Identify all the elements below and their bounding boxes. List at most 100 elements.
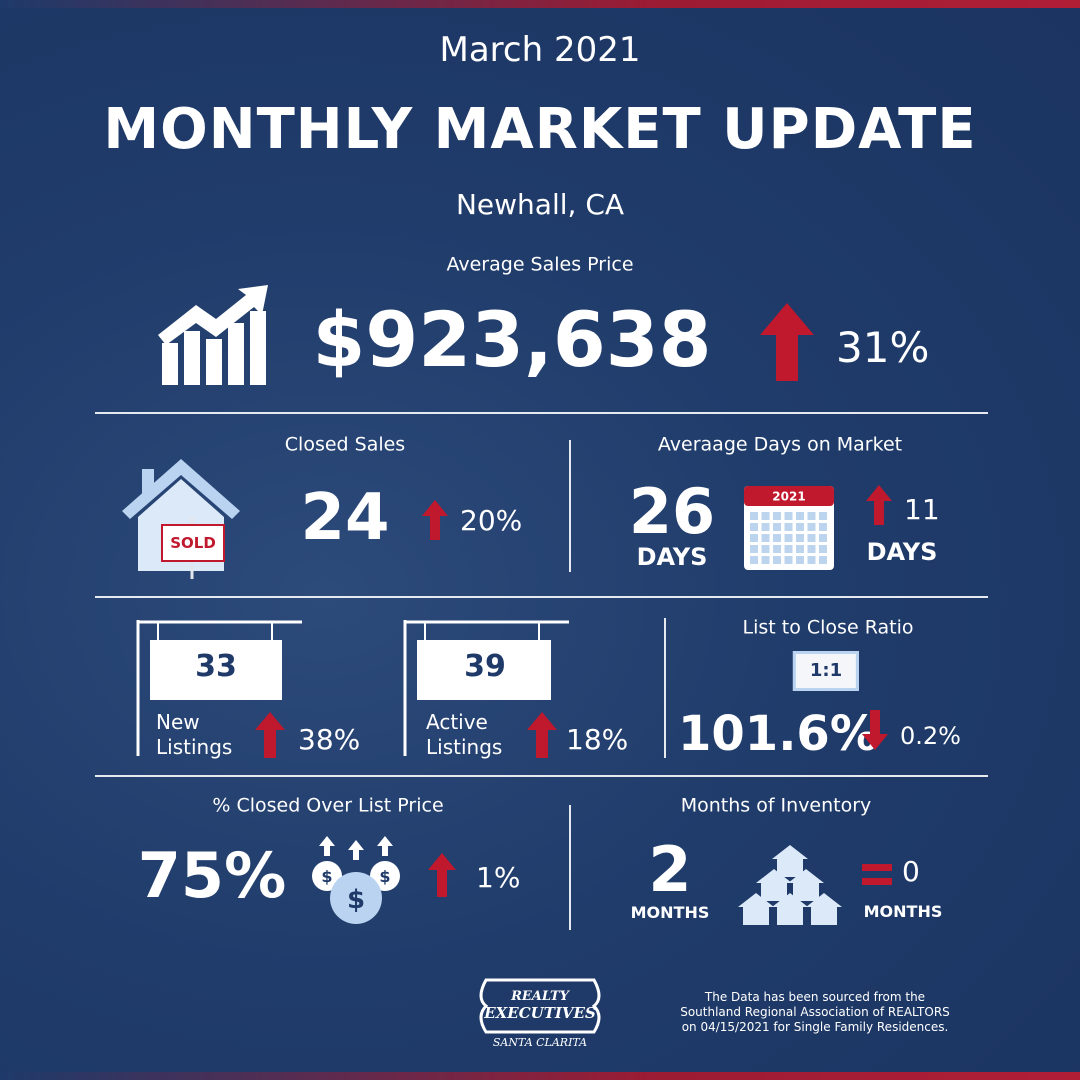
value: 2 [648, 833, 692, 906]
label-line: Listings [426, 735, 503, 759]
house [806, 893, 842, 925]
up-arrow [866, 485, 892, 525]
location: Newhall, CA [455, 188, 625, 221]
label: Closed Sales [284, 433, 406, 456]
logo-line: SANTA CLARITA [493, 1036, 587, 1049]
top-strip [0, 0, 1080, 8]
unit: DAYS [636, 543, 708, 571]
logo-line: EXECUTIVES [483, 1004, 596, 1022]
change: 0.2% [900, 722, 961, 750]
calendar-cell [773, 512, 781, 520]
title: MONTHLY MARKET UPDATE [103, 97, 977, 162]
divider [95, 412, 988, 414]
house-icon: SOLD [122, 459, 240, 579]
divider [95, 596, 988, 598]
unit: MONTHS [630, 903, 710, 922]
growth-icon [158, 285, 268, 385]
calendar-cell [761, 523, 770, 531]
label: Averaage Days on Market [657, 433, 903, 456]
signpost [403, 620, 569, 756]
calendar-cell [796, 512, 804, 520]
calendar-cell [819, 534, 827, 542]
house [756, 869, 792, 901]
change: 18% [566, 723, 629, 756]
value: 33 [195, 649, 237, 684]
calendar-cell [784, 523, 793, 531]
date: March 2021 [439, 30, 641, 70]
change: 20% [460, 504, 523, 537]
calendar-cell [750, 534, 758, 542]
calendar-cell [773, 545, 781, 553]
change-unit: DAYS [866, 538, 938, 566]
house [772, 893, 808, 925]
svg-text:$: $ [379, 867, 390, 886]
calendar-cell [796, 523, 804, 531]
signpost [136, 620, 302, 756]
up-arrow [255, 712, 285, 758]
house [738, 893, 774, 925]
up-arrow [428, 853, 456, 897]
up-arrow [760, 303, 814, 381]
footer-line: Southland Regional Association of REALTO… [680, 1005, 950, 1019]
calendar-cell [796, 534, 804, 542]
divider [569, 805, 571, 930]
calendar-icon: 2021 [744, 486, 834, 570]
change: 11 [904, 493, 940, 526]
change-unit: MONTHS [863, 902, 943, 921]
label-line: Listings [156, 735, 233, 759]
calendar-cell [819, 512, 827, 520]
calendar-cell [784, 534, 793, 542]
value: $923,638 [312, 295, 712, 384]
calendar-cell [750, 556, 758, 564]
badge: 1:1 [792, 651, 860, 691]
calendar-cell [773, 556, 781, 564]
up-arrow [527, 712, 557, 758]
footer-line: The Data has been sourced from the [704, 990, 926, 1004]
value: 26 [628, 475, 716, 548]
divider [569, 440, 571, 572]
calendar-cell [807, 545, 816, 553]
calendar-cell [807, 534, 816, 542]
calendar-cell [761, 556, 770, 564]
value: 75% [137, 839, 287, 912]
footer-line: on 04/15/2021 for Single Family Residenc… [681, 1020, 949, 1034]
value: 101.6% [678, 706, 878, 762]
calendar-cell [807, 512, 816, 520]
house [788, 869, 824, 901]
bottom-strip [0, 1072, 1080, 1080]
calendar-cell [750, 523, 758, 531]
calendar-cell [773, 523, 781, 531]
svg-text:$: $ [347, 885, 365, 915]
calendar-cell [796, 556, 804, 564]
calendar-cell [819, 556, 827, 564]
label-line: New [156, 710, 200, 734]
up-arrow [422, 500, 448, 540]
calendar-year: 2021 [772, 490, 805, 504]
sold-sign: SOLD [170, 534, 216, 552]
svg-text:$: $ [321, 867, 332, 886]
change: 38% [298, 723, 361, 756]
equals-sign [862, 864, 892, 885]
value: 24 [300, 481, 390, 555]
change: 31% [836, 323, 930, 372]
label: Months of Inventory [680, 794, 872, 817]
label: List to Close Ratio [742, 616, 914, 639]
calendar-cell [807, 556, 816, 564]
calendar-cell [761, 512, 770, 520]
label: % Closed Over List Price [212, 794, 444, 817]
calendar-cell [761, 534, 770, 542]
logo: REALTY EXECUTIVES SANTA CLARITA [479, 978, 601, 1049]
logo-line: REALTY [510, 989, 571, 1004]
calendar-cell [773, 534, 781, 542]
calendar-cell [750, 512, 758, 520]
label: Average Sales Price [446, 253, 634, 276]
calendar-cell [819, 545, 827, 553]
calendar-cell [784, 545, 793, 553]
calendar-cell [819, 523, 827, 531]
calendar-cell [784, 556, 793, 564]
divider [664, 618, 666, 758]
change: 1% [476, 861, 521, 894]
coins-icon: $ $ $ [312, 836, 400, 924]
down-arrow [862, 710, 888, 750]
